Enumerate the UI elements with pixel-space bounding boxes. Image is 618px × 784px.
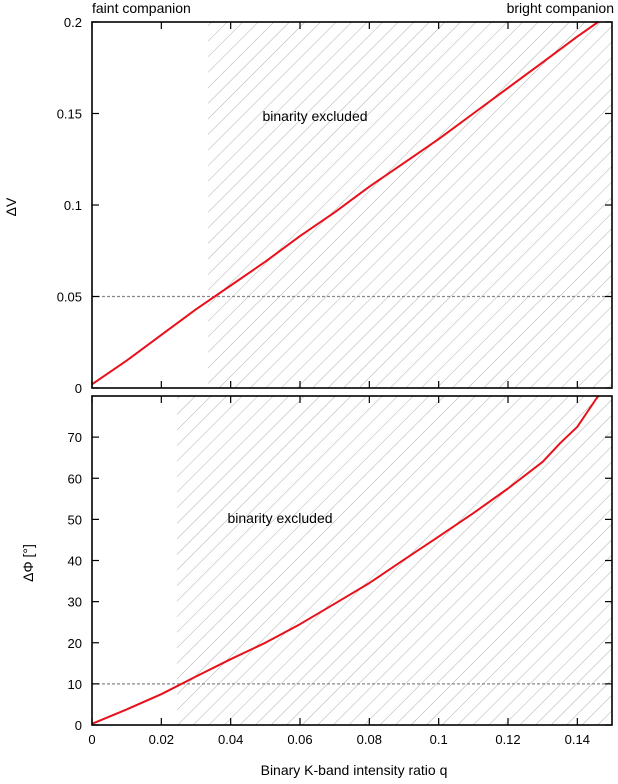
x-tick-label: 0.14	[565, 732, 590, 747]
y-tick-label: 40	[68, 554, 82, 569]
excluded-region-hatch	[208, 22, 612, 388]
bright-companion-label: bright companion	[507, 0, 614, 16]
y-tick-label: 0	[75, 718, 82, 733]
y-tick-label: 0.2	[64, 15, 82, 30]
y-axis-title: ΔΦ [°]	[20, 544, 36, 582]
y-tick-label: 0.1	[64, 198, 82, 213]
y-tick-label: 60	[68, 471, 82, 486]
x-tick-label: 0.1	[430, 732, 448, 747]
series-line	[91, 21, 599, 386]
x-tick-label: 0.02	[149, 732, 174, 747]
y-tick-label: 30	[68, 595, 82, 610]
y-tick-label: 50	[68, 512, 82, 527]
y-tick-label: 10	[68, 677, 82, 692]
x-tick-label: 0.12	[495, 732, 520, 747]
faint-companion-label: faint companion	[92, 0, 191, 16]
binarity-excluded-label: binarity excluded	[227, 510, 332, 526]
excluded-region-hatch	[176, 396, 612, 725]
x-tick-label: 0	[88, 732, 95, 747]
y-tick-label: 0.05	[57, 290, 82, 305]
x-tick-label: 0.04	[218, 732, 243, 747]
panel-top: 0 0.05 0.1 0.15 0.2 binarity excluded ΔV	[3, 15, 613, 396]
y-tick-label: 0	[75, 381, 82, 396]
y-tick-label: 0.15	[57, 107, 82, 122]
panel-bottom: 0 0.02 0.04 0.06 0.08 0.1 0.12 0.14 0 10 20 30 40 50 6…	[20, 395, 613, 747]
binarity-excluded-label: binarity excluded	[262, 108, 367, 124]
x-axis-title: Binary K-band intensity ratio q	[261, 762, 448, 778]
x-tick-label: 0.08	[357, 732, 382, 747]
y-tick-label: 70	[68, 430, 82, 445]
x-tick-label: 0.06	[287, 732, 312, 747]
series-line	[91, 395, 599, 725]
y-tick-label: 20	[68, 636, 82, 651]
y-axis-title: ΔV	[3, 197, 19, 216]
